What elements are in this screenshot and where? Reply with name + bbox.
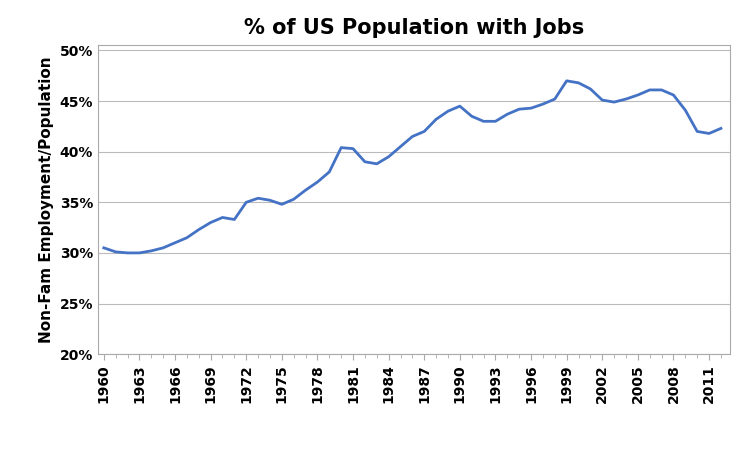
Y-axis label: Non-Fam Employment/Population: Non-Fam Employment/Population bbox=[39, 56, 54, 343]
Title: % of US Population with Jobs: % of US Population with Jobs bbox=[244, 18, 584, 38]
